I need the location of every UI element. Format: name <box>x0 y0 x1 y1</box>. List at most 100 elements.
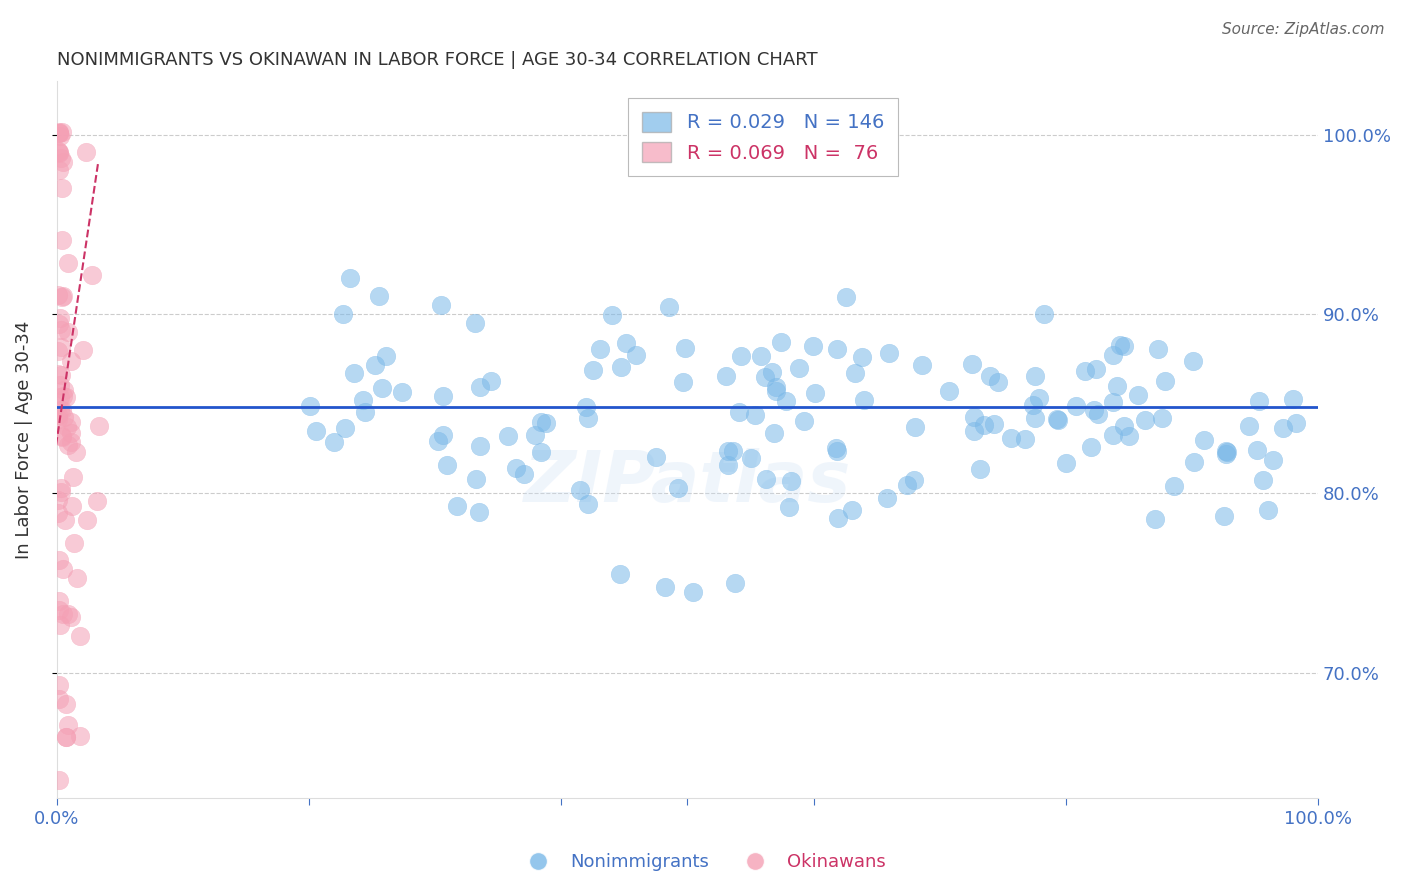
Point <box>48 377 70 392</box>
Point <box>513 467 536 482</box>
Point <box>682 585 704 599</box>
Legend: Nonimmigrants, Okinawans: Nonimmigrants, Okinawans <box>513 847 893 879</box>
Point <box>51 430 73 444</box>
Point <box>48 126 70 140</box>
Point <box>1000 431 1022 445</box>
Point <box>827 511 849 525</box>
Point <box>911 358 934 372</box>
Point <box>803 339 825 353</box>
Point <box>436 458 458 473</box>
Point <box>367 289 389 303</box>
Point <box>1126 388 1149 402</box>
Point <box>430 298 453 312</box>
Point <box>465 472 488 486</box>
Point <box>644 450 666 465</box>
Point <box>56 326 79 340</box>
Point <box>1080 440 1102 454</box>
Point <box>352 393 374 408</box>
Point <box>55 390 77 404</box>
Point <box>714 369 737 384</box>
Point <box>48 317 70 331</box>
Point <box>1251 473 1274 487</box>
Point <box>49 323 72 337</box>
Point <box>524 428 547 442</box>
Point <box>1114 419 1136 434</box>
Point <box>1194 433 1216 447</box>
Point <box>744 408 766 422</box>
Point <box>769 334 792 349</box>
Point <box>835 289 858 303</box>
Point <box>52 383 75 397</box>
Point <box>59 435 82 450</box>
Point <box>498 429 520 443</box>
Legend: R = 0.029   N = 146, R = 0.069   N =  76: R = 0.029 N = 146, R = 0.069 N = 76 <box>628 98 897 177</box>
Point <box>1066 399 1088 413</box>
Point <box>60 415 83 429</box>
Point <box>56 718 79 732</box>
Point <box>903 473 925 487</box>
Point <box>762 426 785 441</box>
Point <box>969 461 991 475</box>
Point <box>464 316 486 330</box>
Point <box>1109 337 1132 351</box>
Point <box>432 428 454 442</box>
Point <box>778 500 800 515</box>
Point <box>530 444 553 458</box>
Point <box>51 181 73 195</box>
Point <box>754 370 776 384</box>
Point <box>48 692 70 706</box>
Point <box>728 405 751 419</box>
Point <box>749 349 772 363</box>
Point <box>427 434 450 448</box>
Point <box>825 441 848 455</box>
Point <box>730 349 752 363</box>
Point <box>46 344 69 359</box>
Point <box>374 349 396 363</box>
Point <box>896 478 918 492</box>
Point <box>755 472 778 486</box>
Point <box>76 513 98 527</box>
Point <box>1046 413 1069 427</box>
Point <box>53 410 76 425</box>
Point <box>52 607 75 621</box>
Text: ZIPatlas: ZIPatlas <box>523 449 851 517</box>
Point <box>575 400 598 414</box>
Point <box>1114 339 1136 353</box>
Point <box>432 389 454 403</box>
Point <box>51 124 73 138</box>
Point <box>1154 374 1177 388</box>
Point <box>1118 429 1140 443</box>
Point <box>973 417 995 432</box>
Point <box>51 290 73 304</box>
Point <box>765 380 787 394</box>
Point <box>1271 421 1294 435</box>
Point <box>87 418 110 433</box>
Point <box>1102 348 1125 362</box>
Point <box>938 384 960 399</box>
Point <box>46 368 69 382</box>
Point <box>364 359 387 373</box>
Point <box>987 375 1010 389</box>
Point <box>56 420 79 434</box>
Point <box>48 390 70 404</box>
Point <box>1212 509 1234 524</box>
Point <box>672 375 695 389</box>
Point <box>1024 368 1046 383</box>
Point <box>80 268 103 282</box>
Point <box>479 374 502 388</box>
Point <box>468 505 491 519</box>
Point <box>48 162 70 177</box>
Point <box>658 301 681 315</box>
Point <box>60 354 83 368</box>
Point <box>55 731 77 745</box>
Y-axis label: In Labor Force | Age 30-34: In Labor Force | Age 30-34 <box>15 320 32 559</box>
Point <box>49 485 72 500</box>
Point <box>48 124 70 138</box>
Point <box>505 460 527 475</box>
Point <box>876 491 898 505</box>
Point <box>963 425 986 439</box>
Point <box>65 444 87 458</box>
Point <box>793 414 815 428</box>
Point <box>1133 413 1156 427</box>
Point <box>530 415 553 429</box>
